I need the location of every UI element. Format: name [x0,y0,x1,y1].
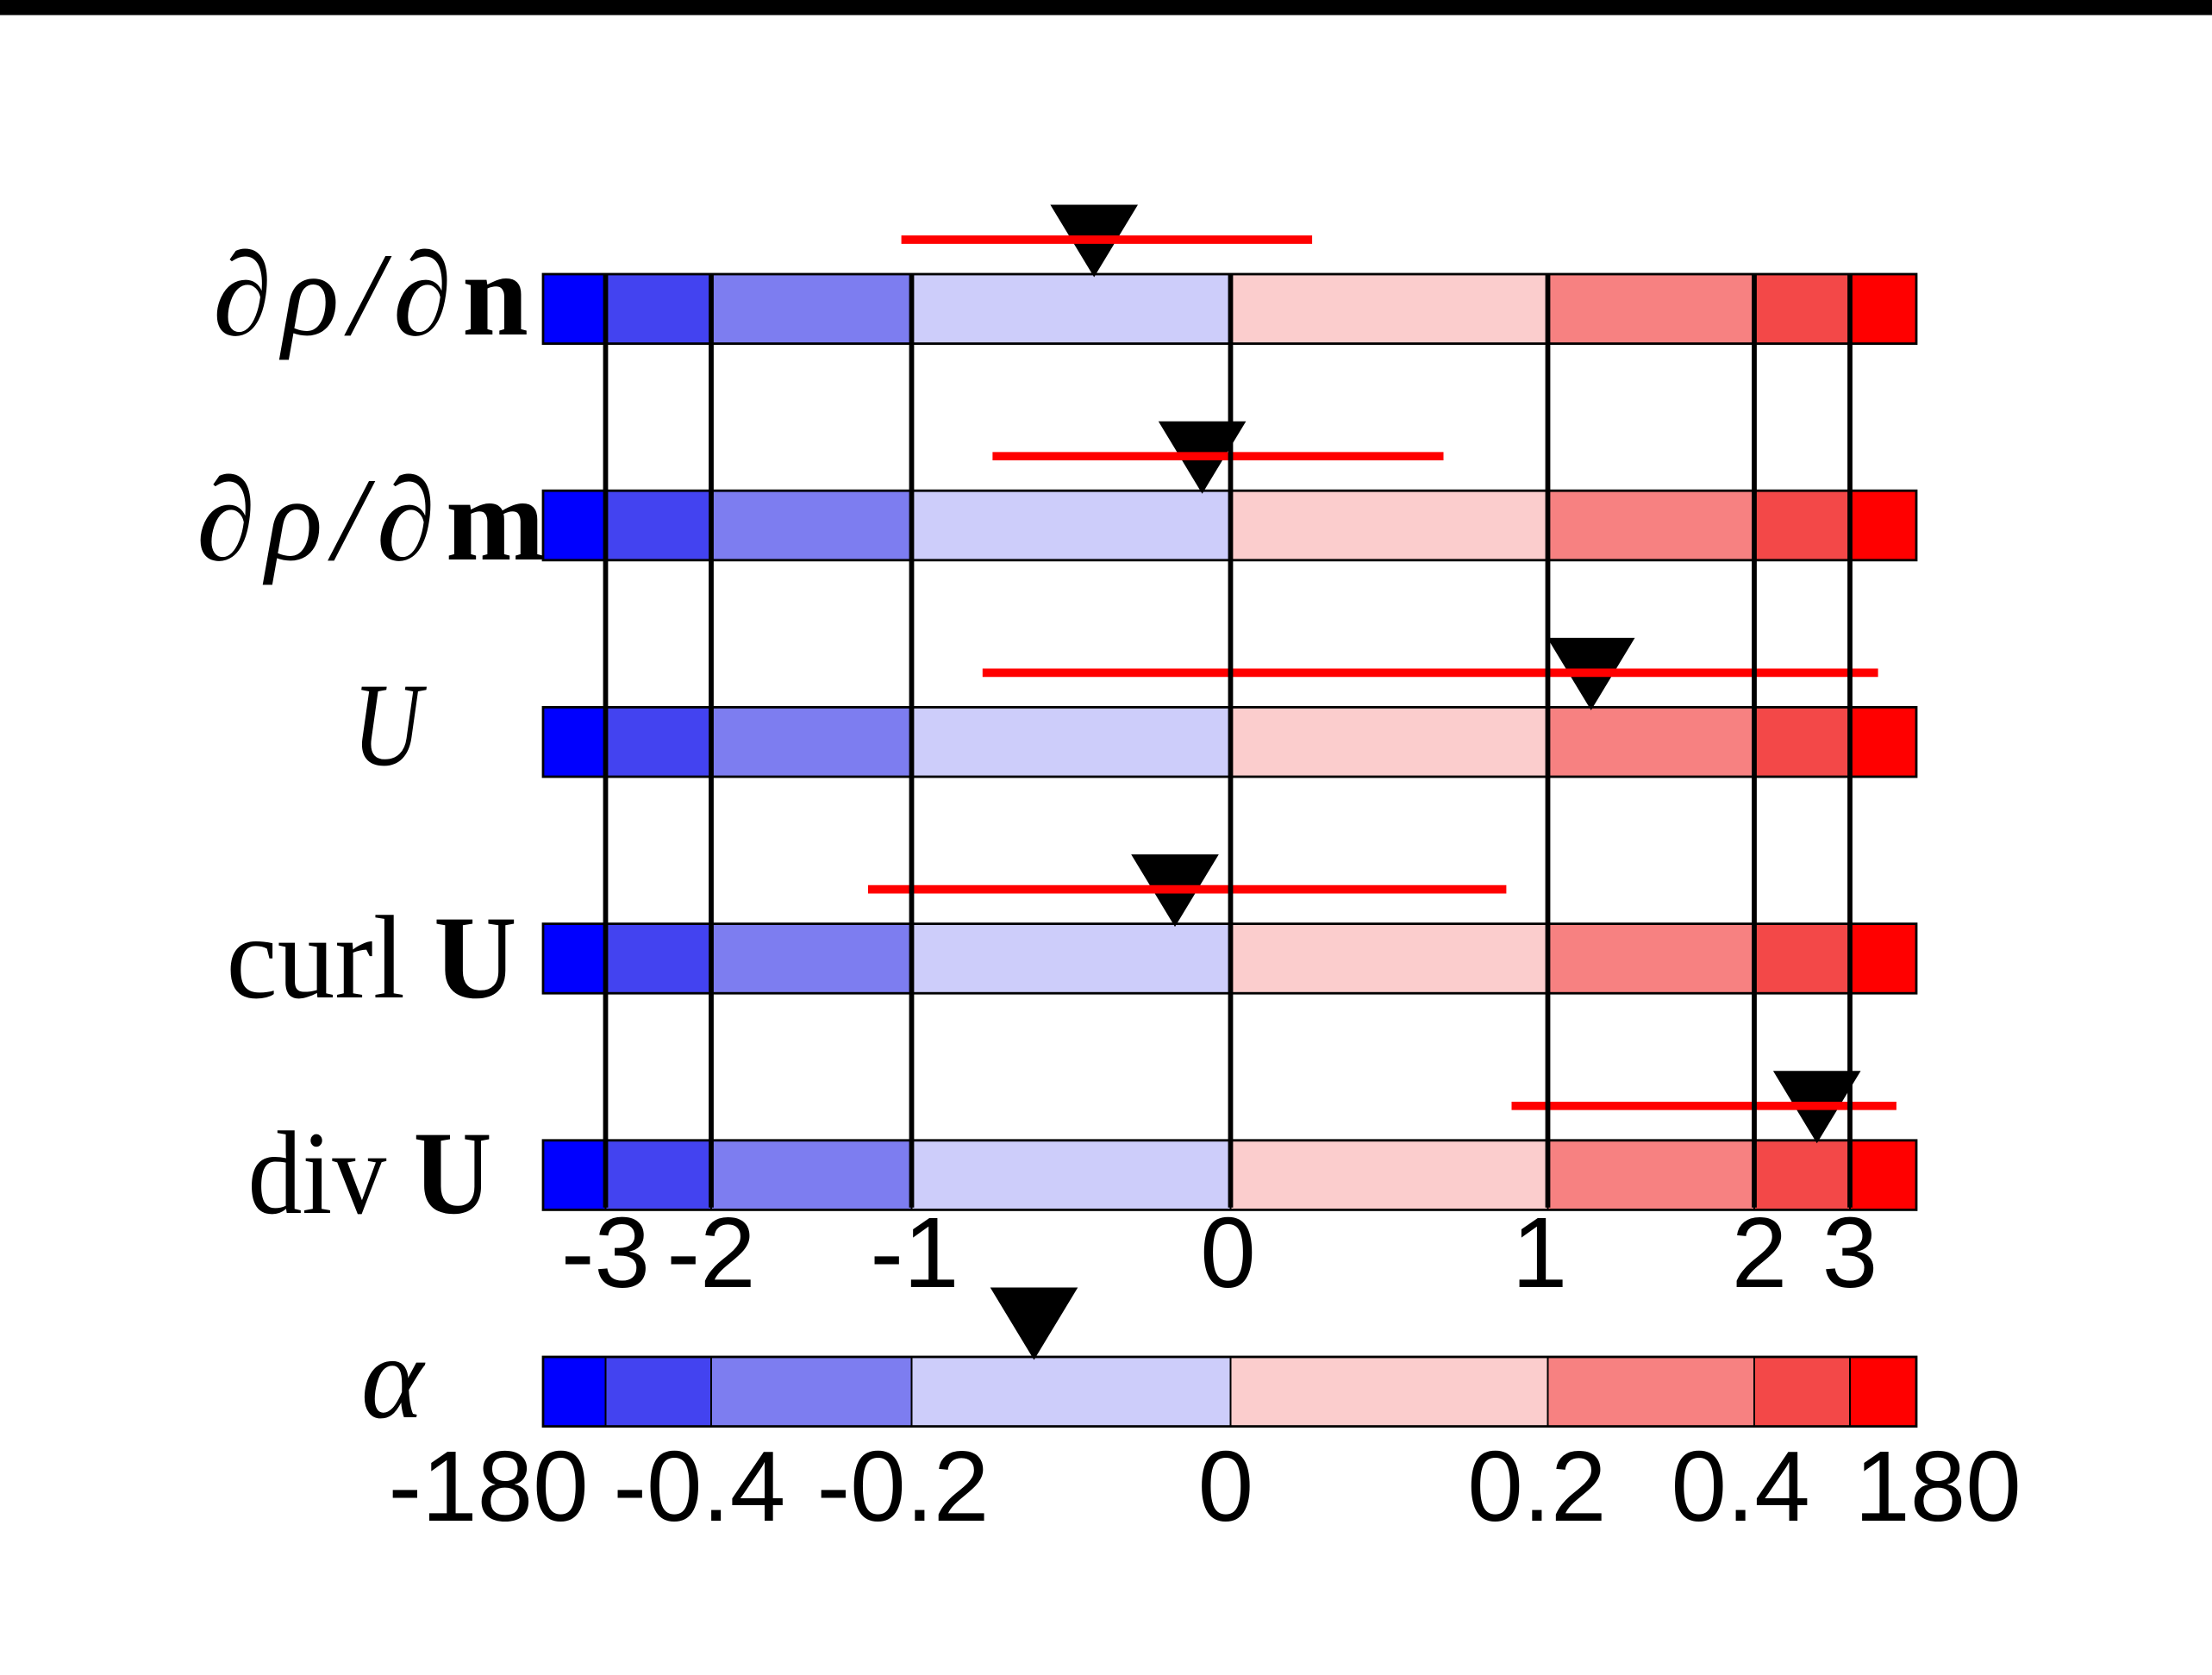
svg-text:-3: -3 [561,1197,650,1309]
svg-text:∂ρ/∂m: ∂ρ/∂m [197,453,555,585]
svg-text:0: 0 [1198,1430,1254,1542]
svg-text:∂ρ/∂n: ∂ρ/∂n [213,228,539,360]
svg-text:0: 0 [1200,1197,1256,1309]
svg-text:0.2: 0.2 [1467,1430,1606,1542]
svg-text:-0.2: -0.2 [817,1430,990,1542]
svg-text:-180: -180 [389,1430,589,1542]
svg-text:3: 3 [1822,1197,1878,1309]
svg-text:-0.4: -0.4 [613,1430,785,1542]
svg-text:α: α [361,1311,426,1443]
svg-text:curl U: curl U [227,891,517,1023]
svg-text:div U: div U [248,1107,492,1239]
svg-text:180: 180 [1854,1430,2021,1542]
svg-text:U: U [353,659,428,791]
svg-text:-2: -2 [666,1197,755,1309]
svg-text:2: 2 [1732,1197,1788,1309]
svg-text:1: 1 [1512,1197,1568,1309]
svg-text:0.4: 0.4 [1671,1430,1809,1542]
svg-text:-1: -1 [870,1197,959,1309]
